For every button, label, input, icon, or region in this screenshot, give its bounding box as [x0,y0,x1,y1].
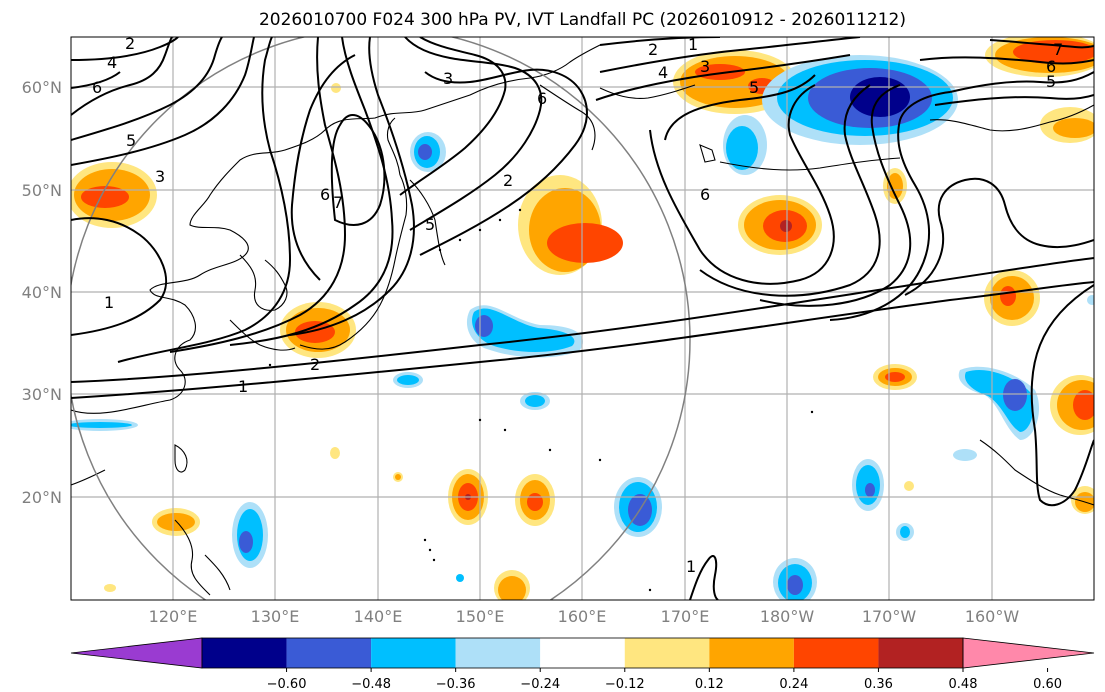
colorbar-segment [371,638,456,668]
colorbar-segment [624,638,710,668]
svg-text:6: 6 [320,185,330,204]
colorbar-extend-low [70,637,203,669]
colorbar-segment [709,638,794,668]
pv-contours [71,37,1094,600]
map-frame [70,36,1095,601]
colorbar-segment [202,638,287,668]
svg-text:4: 4 [658,63,668,82]
svg-text:5: 5 [749,78,759,97]
svg-text:180°W: 180°W [760,607,815,626]
colorbar-tick-label: 0.48 [949,677,978,692]
colorbar-tick-label: −0.24 [520,677,560,692]
svg-text:7: 7 [1053,40,1063,59]
colorbar-tick-label: −0.48 [351,677,391,692]
svg-text:130°E: 130°E [251,607,300,626]
svg-text:2: 2 [503,171,513,190]
svg-text:3: 3 [700,57,710,76]
colorbar-frame [201,637,964,669]
svg-text:30°N: 30°N [22,385,62,404]
colorbar-segment [455,638,541,668]
svg-text:20°N: 20°N [22,488,62,507]
svg-text:6: 6 [700,185,710,204]
svg-text:120°E: 120°E [149,607,198,626]
svg-text:160°E: 160°E [558,607,607,626]
colorbar-tick-label: −0.36 [436,677,476,692]
colorbar-tick-label: 0.24 [779,677,808,692]
svg-text:50°N: 50°N [22,181,62,200]
svg-text:6: 6 [537,89,547,108]
svg-text:6: 6 [1046,57,1056,76]
svg-text:1: 1 [686,557,696,576]
colorbar-tick-label: 0.12 [695,677,724,692]
colorbar-tick-label: −0.12 [605,677,645,692]
svg-text:170°E: 170°E [661,607,710,626]
svg-text:2: 2 [310,355,320,374]
svg-text:5: 5 [126,131,136,150]
svg-text:40°N: 40°N [22,283,62,302]
island-dots [268,208,814,592]
svg-text:160°W: 160°W [965,607,1020,626]
svg-text:7: 7 [333,193,343,212]
colorbar-tick-label: 0.60 [1033,677,1062,692]
latitude-labels: 20°N 30°N 40°N 50°N 60°N [22,78,62,507]
svg-text:1: 1 [688,35,698,54]
colorbar-extend-high [962,637,1095,669]
svg-text:2: 2 [125,34,135,53]
svg-text:140°E: 140°E [354,607,403,626]
svg-text:1: 1 [238,377,248,396]
map-title: 2026010700 F024 300 hPa PV, IVT Landfall… [258,10,906,30]
svg-text:60°N: 60°N [22,78,62,97]
colorbar-tick-label: 0.36 [864,677,893,692]
colorbar-tick-label: −0.60 [267,677,307,692]
svg-text:1: 1 [104,293,114,312]
svg-text:2: 2 [648,40,658,59]
contour-labels: 2 1 4 6 5 3 1 6 7 5 3 2 1 2 4 3 5 6 7 6 … [92,34,1063,576]
svg-text:5: 5 [1046,72,1056,91]
svg-text:170°W: 170°W [862,607,917,626]
svg-text:5: 5 [425,215,435,234]
landfall-radius-circle [71,37,691,600]
coastlines [71,44,1094,596]
longitude-labels: 120°E 130°E 140°E 150°E 160°E 170°E 180°… [149,607,1020,626]
svg-text:150°E: 150°E [456,607,505,626]
svg-text:3: 3 [155,167,165,186]
graticule [71,37,1094,600]
svg-text:6: 6 [92,78,102,97]
colorbar-segment [793,638,879,668]
colorbar-segment [540,638,625,668]
svg-text:4: 4 [107,53,117,72]
svg-text:3: 3 [443,69,453,88]
colorbar-segment [286,638,372,668]
colorbar-segment [878,638,963,668]
colorbar: −0.60 −0.48 −0.36 −0.24 −0.12 0.12 0.24 0.36 0.4… [70,637,1095,692]
